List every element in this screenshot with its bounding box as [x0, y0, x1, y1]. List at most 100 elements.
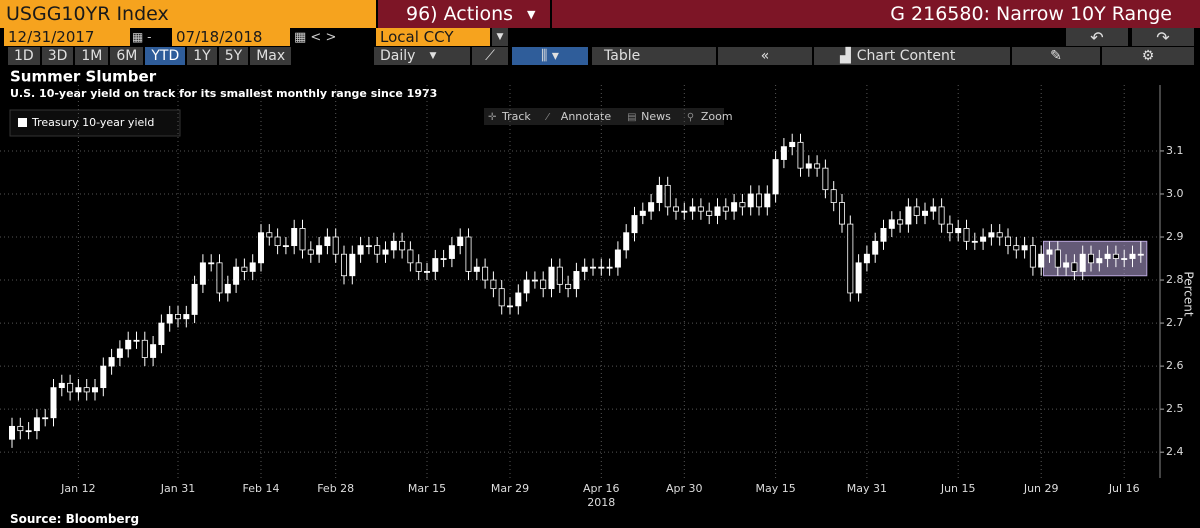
chart-content-button[interactable]: ▟ Chart Content [814, 47, 1010, 65]
candle-body [922, 210, 929, 216]
ticker-field[interactable]: USGG10YR Index [0, 0, 376, 28]
candle-body [183, 314, 190, 320]
period-button[interactable]: 1M [75, 47, 109, 65]
candle-body [83, 387, 90, 393]
chart: Summer Slumber U.S. 10-year yield on tra… [0, 68, 1196, 509]
candle-body [623, 232, 630, 251]
candle-body [847, 223, 854, 294]
x-tick-label: Mar 29 [491, 482, 529, 495]
x-tick-label: May 15 [755, 482, 795, 495]
candle-body [706, 210, 713, 216]
candle-body [141, 339, 148, 358]
period-button[interactable]: YTD [145, 47, 186, 65]
collapse-button[interactable]: « [718, 47, 812, 65]
tool-icon: ⚲ [687, 112, 694, 123]
candle-body [457, 236, 464, 247]
candle-body [75, 387, 82, 393]
frequency-dropdown[interactable]: Daily ▼ [374, 47, 470, 65]
candle-body [1005, 236, 1012, 247]
candle-body [233, 266, 240, 285]
candle-body [42, 417, 49, 420]
candle-body [556, 266, 563, 285]
candle-body [125, 339, 132, 350]
candle-body [988, 232, 995, 238]
candle-body [689, 206, 696, 212]
chart-tool[interactable]: News [641, 110, 671, 123]
candle-body [639, 210, 646, 216]
candle-body [282, 245, 289, 248]
candle-body [92, 387, 99, 393]
actions-menu[interactable]: 96) Actions ▼ [378, 0, 550, 28]
end-date[interactable]: 07/18/2018 [172, 28, 290, 46]
chart-tools-bar [484, 108, 724, 125]
redo-button[interactable]: ↷ [1132, 28, 1194, 47]
candle-body [332, 236, 339, 255]
candle-body [100, 365, 107, 389]
candle-body [291, 228, 298, 247]
candle-body [938, 206, 945, 225]
chart-tool[interactable]: Track [501, 110, 531, 123]
candle-body [490, 279, 497, 290]
chart-icon: ▟ [840, 48, 851, 64]
candle-body [58, 382, 65, 389]
period-button[interactable]: 5Y [218, 47, 249, 65]
candle-body [863, 253, 870, 264]
period-button[interactable]: 3D [41, 47, 74, 65]
line-chart-button[interactable]: ⟋ [472, 47, 508, 65]
candle-body [980, 236, 987, 242]
candle-body [365, 245, 372, 248]
chart-tool[interactable]: Zoom [701, 110, 733, 123]
candle-chart-button[interactable]: ⫼ ▾ [512, 47, 588, 65]
candle-body [1079, 253, 1086, 272]
x-tick-label: Jun 29 [1023, 482, 1059, 495]
chart-tool[interactable]: Annotate [561, 110, 612, 123]
candle-body [822, 167, 829, 191]
period-button[interactable]: 1D [8, 47, 40, 65]
period-buttons: 1D 3D 1M 6M YTD 1Y 5Y Max [8, 47, 292, 65]
legend-label: Treasury 10-year yield [31, 116, 154, 129]
candle-body [67, 382, 74, 393]
candle-body [581, 266, 588, 272]
tool-icon: ⁄ [545, 112, 551, 123]
candle-body [714, 206, 721, 216]
period-button[interactable]: 6M [110, 47, 144, 65]
candle-body [482, 266, 489, 281]
edit-button[interactable]: ✎ [1012, 47, 1100, 65]
legend-box [9, 109, 181, 137]
start-date[interactable]: 12/31/2017 [4, 28, 130, 46]
candle-body [531, 279, 538, 282]
candle-body [174, 314, 181, 320]
currency-field[interactable]: Local CCY [376, 28, 490, 46]
dropdown-arrow: ▼ [527, 7, 536, 21]
period-button[interactable]: Max [250, 47, 292, 65]
candle-body [805, 163, 812, 169]
candle-body [955, 228, 962, 234]
candle-body [756, 193, 763, 208]
calendar-icon[interactable]: ▦ - [132, 30, 152, 44]
candle-body [108, 357, 115, 367]
candle-body [1071, 262, 1078, 272]
x-tick-label: Jul 16 [1108, 482, 1140, 495]
table-button[interactable]: Table [592, 47, 716, 65]
currency-dropdown[interactable]: ▼ [492, 28, 508, 46]
candle-body [681, 210, 688, 213]
candle-body [465, 236, 472, 272]
undo-button[interactable]: ↶ [1066, 28, 1128, 47]
candle-body [722, 206, 729, 212]
candle-body [1054, 249, 1061, 268]
candle-body [216, 262, 223, 294]
candle-body [780, 146, 787, 160]
candle-body [150, 344, 157, 358]
date-nav[interactable]: ▦ < > [294, 29, 337, 45]
candle-body [648, 202, 655, 212]
candle-body [747, 193, 754, 208]
chart-subtitle: U.S. 10-year yield on track for its smal… [10, 87, 437, 100]
candle-body [166, 314, 173, 324]
x-tick-label: Mar 15 [408, 482, 446, 495]
period-button[interactable]: 1Y [187, 47, 217, 65]
candle-body [855, 262, 862, 294]
settings-button[interactable]: ⚙ [1102, 47, 1194, 65]
candle-body [249, 262, 256, 272]
x-tick-label: Jan 31 [160, 482, 195, 495]
